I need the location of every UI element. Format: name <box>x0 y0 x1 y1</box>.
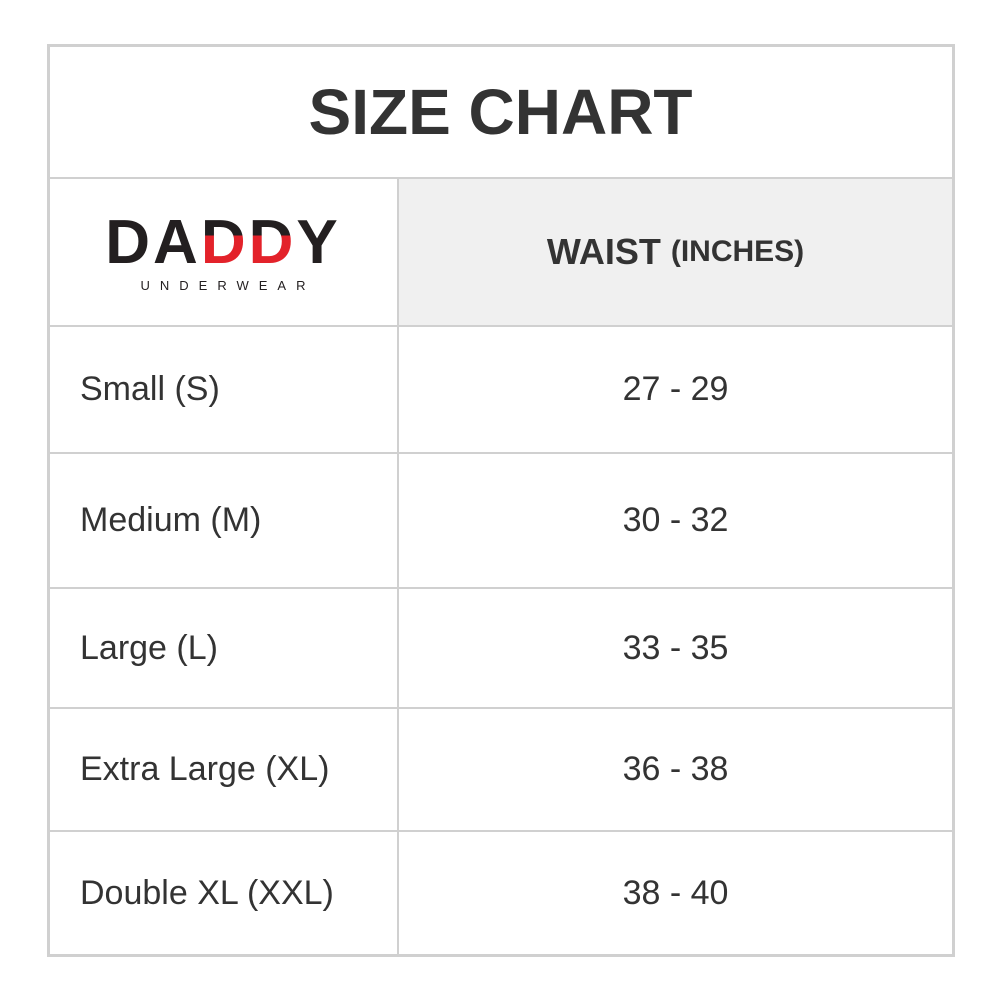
header-label: WAIST <box>546 231 661 272</box>
chart-title: SIZE CHART <box>48 45 953 178</box>
waist-header: WAIST (INCHES) <box>398 178 953 326</box>
brand-logo: DADDY UNDERWEAR <box>48 178 398 326</box>
logo-subtitle: UNDERWEAR <box>140 277 316 293</box>
logo-text-black: DA <box>105 207 201 277</box>
waist-value: 36 - 38 <box>398 708 953 831</box>
waist-value: 30 - 32 <box>398 453 953 588</box>
size-label: Small (S) <box>48 326 398 453</box>
waist-value: 27 - 29 <box>398 326 953 453</box>
waist-value: 33 - 35 <box>398 588 953 708</box>
waist-value: 38 - 40 <box>398 831 953 955</box>
size-label: Medium (M) <box>48 453 398 588</box>
header-unit: (INCHES) <box>670 235 805 268</box>
size-label: Large (L) <box>48 588 398 708</box>
logo-text-red: DD <box>200 207 297 277</box>
logo-text-end: Y <box>296 207 341 277</box>
size-label: Double XL (XXL) <box>48 831 398 955</box>
size-label: Extra Large (XL) <box>48 708 398 831</box>
